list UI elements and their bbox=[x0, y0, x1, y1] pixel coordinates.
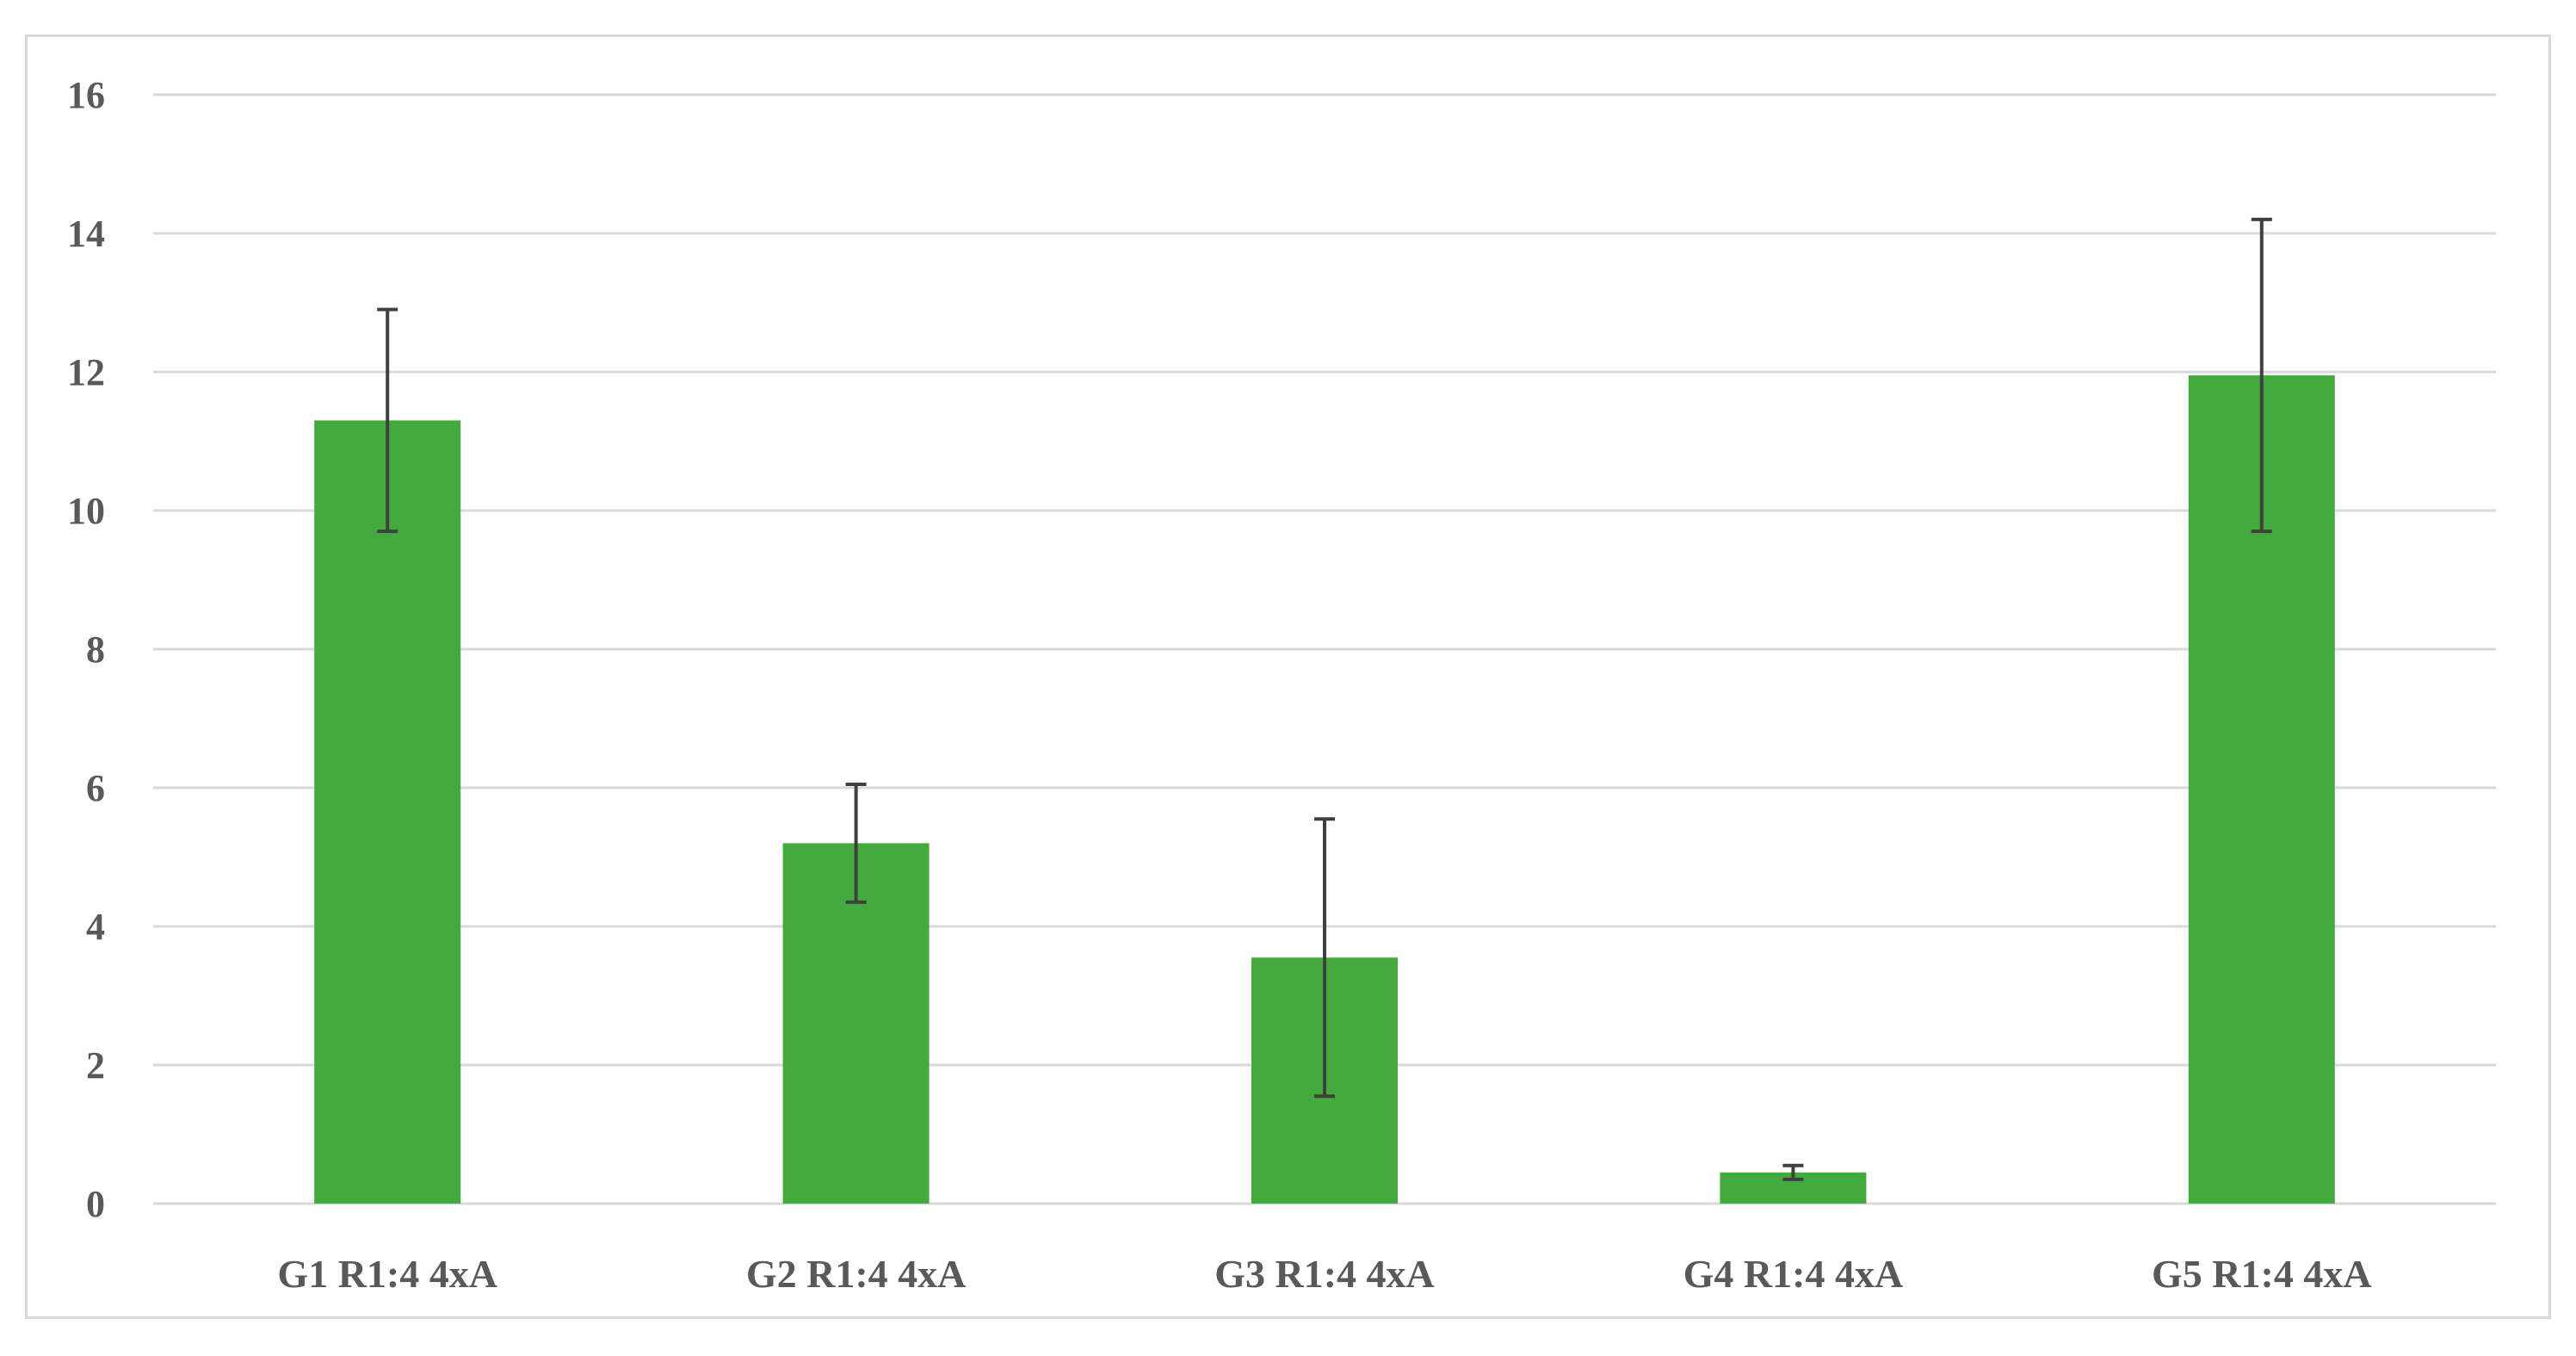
error-bars bbox=[377, 217, 2272, 1181]
x-tick-label: G3 R1:4 4xA bbox=[1214, 1252, 1435, 1296]
error-bar bbox=[377, 307, 398, 534]
y-tick-label: 4 bbox=[86, 906, 105, 948]
error-bar bbox=[845, 782, 867, 904]
x-tick-label: G1 R1:4 4xA bbox=[277, 1252, 497, 1296]
y-tick-label: 2 bbox=[86, 1044, 105, 1087]
error-bar bbox=[1782, 1163, 1804, 1181]
x-tick-label: G5 R1:4 4xA bbox=[2152, 1252, 2372, 1296]
y-tick-label: 14 bbox=[67, 213, 105, 255]
error-bar bbox=[1314, 817, 1335, 1099]
y-tick-label: 10 bbox=[67, 490, 105, 532]
x-axis-labels: G1 R1:4 4xA G2 R1:4 4xA G3 R1:4 4xA G4 R1:4… bbox=[277, 1252, 2371, 1296]
bar bbox=[314, 420, 461, 1204]
y-tick-label: 16 bbox=[67, 74, 105, 116]
error-bar bbox=[2251, 217, 2272, 534]
x-tick-label: G2 R1:4 4xA bbox=[746, 1252, 967, 1296]
y-axis-ticks: 0 2 4 6 8 10 12 14 16 bbox=[67, 74, 105, 1225]
gridlines bbox=[153, 93, 2496, 1205]
y-tick-label: 6 bbox=[86, 767, 105, 809]
y-tick-label: 12 bbox=[67, 351, 105, 393]
y-tick-label: 8 bbox=[86, 628, 105, 671]
x-tick-label: G4 R1:4 4xA bbox=[1683, 1252, 1904, 1296]
y-tick-label: 0 bbox=[86, 1183, 105, 1225]
